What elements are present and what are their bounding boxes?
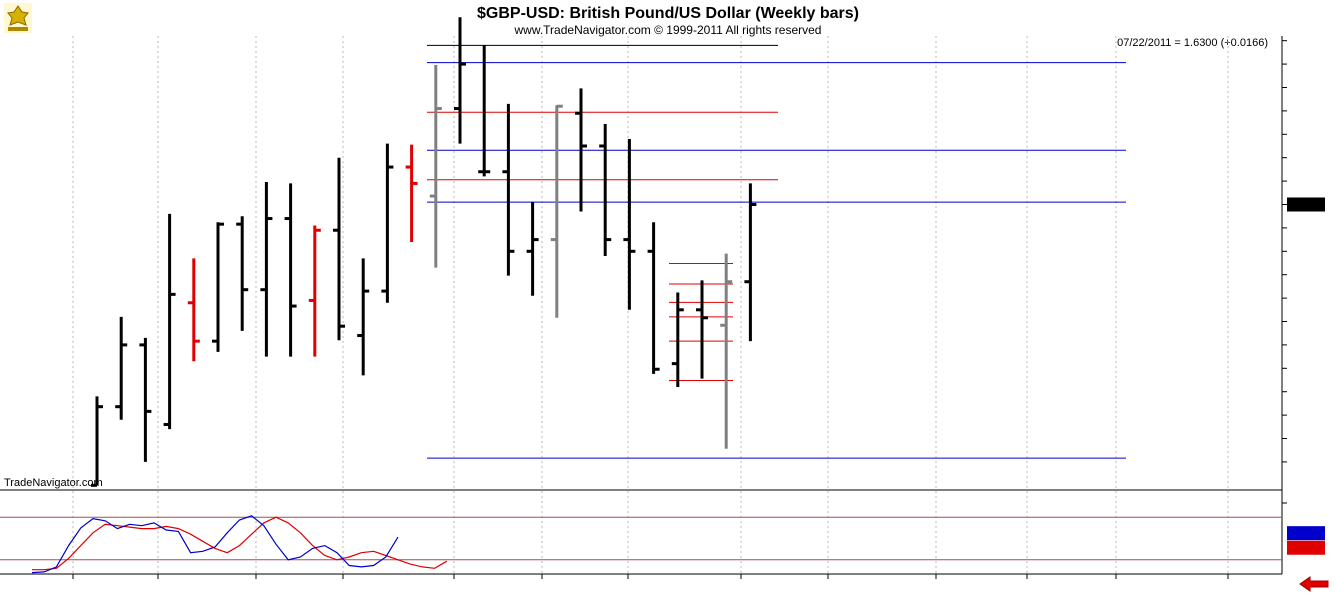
ohlc-bar	[91, 396, 103, 487]
ohlc-bar	[454, 17, 466, 144]
grid	[72, 36, 1229, 574]
ohlc-bar	[744, 183, 757, 342]
stochastic-panel	[0, 502, 1325, 574]
ohlc-bar	[647, 222, 660, 374]
chart-title: $GBP-USD: British Pound/US Dollar (Weekl…	[477, 5, 859, 22]
ohlc-bar	[429, 65, 442, 268]
ohlc-bar	[599, 123, 612, 256]
stoch-value-box	[1287, 526, 1325, 541]
scroll-left-arrow-icon[interactable]	[1299, 576, 1329, 592]
stoch-series-line	[32, 516, 448, 571]
ohlc-bar	[308, 225, 321, 357]
ohlc-bars	[91, 17, 757, 487]
ohlc-bar	[187, 258, 200, 362]
stoch-series-line	[31, 515, 399, 574]
app-logo-icon	[4, 3, 32, 33]
ohlc-bar	[405, 144, 418, 242]
ohlc-bar	[260, 182, 273, 357]
ohlc-bar	[696, 280, 708, 379]
ohlc-bar	[163, 213, 176, 430]
ohlc-bar	[284, 183, 297, 357]
copyright-subtitle: www.TradeNavigator.com © 1999-2011 All r…	[514, 23, 822, 37]
ohlc-bar	[139, 337, 152, 462]
ohlc-bar	[720, 253, 733, 449]
ohlc-bar	[115, 316, 128, 420]
ohlc-bar	[236, 216, 249, 331]
ohlc-bar	[478, 45, 491, 177]
price-levels	[427, 44, 1126, 459]
ohlc-bar	[502, 103, 515, 276]
last-price-info: 07/22/2011 = 1.6300 (+0.0166)	[1117, 37, 1268, 49]
ohlc-bar	[381, 143, 394, 303]
ohlc-bar	[212, 222, 224, 352]
stoch-value-box	[1287, 540, 1325, 555]
time-axis	[72, 574, 1229, 579]
ohlc-bar	[575, 88, 587, 212]
ohlc-bar	[623, 138, 636, 310]
price-axis	[1282, 40, 1287, 463]
ohlc-bar	[333, 157, 345, 341]
watermark: TradeNavigator.com	[4, 477, 103, 489]
current-price-box	[1287, 197, 1325, 212]
current-price-marker	[1287, 197, 1325, 212]
ohlc-bar	[671, 292, 684, 388]
ohlc-bar	[550, 104, 563, 318]
ohlc-bar	[357, 258, 370, 376]
ohlc-bar	[526, 202, 539, 296]
